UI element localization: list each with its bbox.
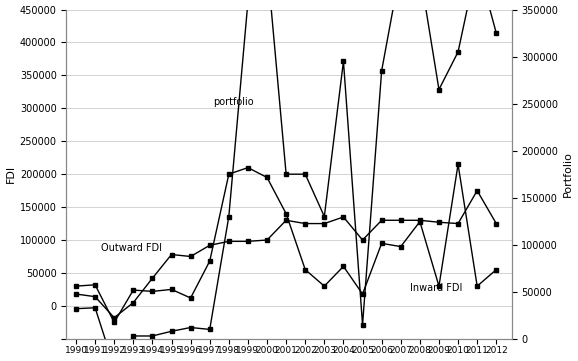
Text: Inward FDI: Inward FDI	[410, 283, 462, 293]
portfolio	[72, 306, 79, 311]
Inward FDI	[283, 212, 290, 216]
Outward FDI	[92, 295, 99, 299]
Inward FDI	[92, 283, 99, 287]
Text: Outward FDI: Outward FDI	[101, 243, 162, 253]
Outward FDI	[359, 238, 366, 242]
Inward FDI	[72, 284, 79, 288]
Outward FDI	[225, 239, 232, 244]
Outward FDI	[302, 221, 309, 226]
Outward FDI	[455, 221, 462, 226]
Outward FDI	[474, 188, 481, 193]
Outward FDI	[206, 243, 213, 247]
Outward FDI	[435, 220, 442, 225]
Outward FDI	[72, 292, 79, 296]
portfolio	[187, 325, 194, 330]
Line: Outward FDI: Outward FDI	[73, 188, 499, 320]
portfolio	[321, 214, 328, 219]
Inward FDI	[187, 296, 194, 300]
Inward FDI	[397, 244, 404, 249]
Outward FDI	[397, 218, 404, 222]
Inward FDI	[244, 165, 251, 170]
Inward FDI	[416, 219, 423, 224]
Inward FDI	[321, 284, 328, 288]
Outward FDI	[340, 215, 347, 219]
portfolio	[244, 0, 251, 4]
Y-axis label: Portfolio: Portfolio	[562, 151, 572, 197]
Outward FDI	[321, 221, 328, 226]
portfolio	[455, 50, 462, 54]
portfolio	[435, 87, 442, 92]
Text: portfolio: portfolio	[213, 97, 254, 107]
portfolio	[340, 59, 347, 64]
portfolio	[206, 327, 213, 331]
Inward FDI	[359, 292, 366, 296]
Inward FDI	[455, 162, 462, 166]
Inward FDI	[474, 284, 481, 288]
Outward FDI	[264, 238, 271, 242]
Outward FDI	[416, 218, 423, 222]
Inward FDI	[130, 288, 137, 292]
Outward FDI	[149, 276, 156, 280]
Inward FDI	[378, 241, 385, 245]
portfolio	[302, 172, 309, 176]
portfolio	[378, 69, 385, 73]
portfolio	[130, 334, 137, 338]
Y-axis label: FDI: FDI	[6, 165, 16, 183]
Outward FDI	[244, 239, 251, 244]
Inward FDI	[111, 320, 118, 325]
Inward FDI	[225, 172, 232, 176]
Inward FDI	[435, 284, 442, 288]
portfolio	[149, 334, 156, 338]
Outward FDI	[283, 218, 290, 222]
portfolio	[225, 214, 232, 219]
portfolio	[168, 329, 175, 334]
Inward FDI	[264, 175, 271, 180]
Outward FDI	[378, 218, 385, 222]
Inward FDI	[149, 289, 156, 293]
portfolio	[359, 322, 366, 327]
Line: portfolio: portfolio	[73, 0, 499, 361]
portfolio	[493, 31, 500, 35]
portfolio	[92, 306, 99, 310]
Outward FDI	[493, 221, 500, 226]
Outward FDI	[111, 316, 118, 320]
Inward FDI	[340, 264, 347, 269]
Inward FDI	[493, 268, 500, 272]
portfolio	[283, 172, 290, 176]
Outward FDI	[130, 300, 137, 305]
Outward FDI	[168, 252, 175, 257]
Line: Inward FDI: Inward FDI	[73, 162, 499, 325]
Inward FDI	[302, 268, 309, 272]
Inward FDI	[168, 287, 175, 292]
Outward FDI	[187, 255, 194, 259]
Inward FDI	[206, 259, 213, 263]
